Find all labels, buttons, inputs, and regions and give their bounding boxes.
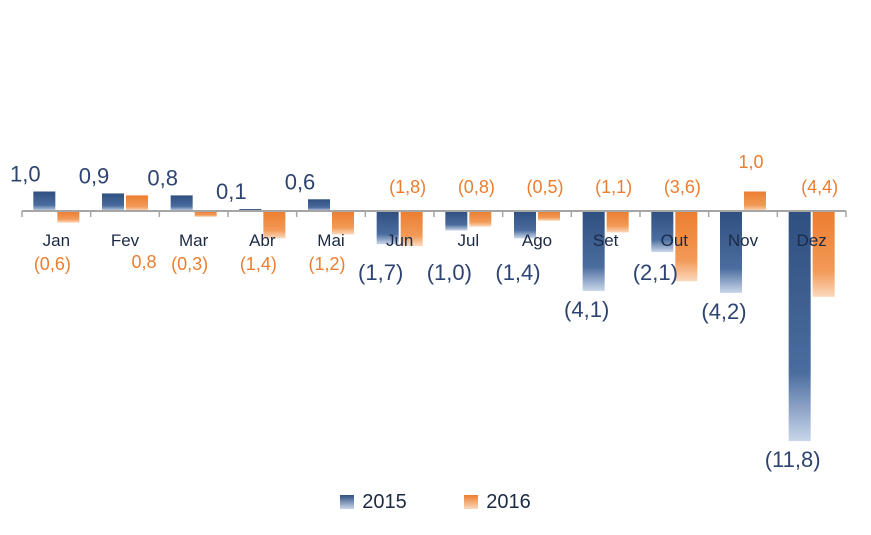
- legend-item-2016: 2016: [464, 491, 531, 514]
- bar-2015-mar: [170, 195, 193, 211]
- data-labels-group: 1,0 (0,6) 0,9 0,8 0,8 (0,3) 0,1 (1,4) 0,6 (1,2) (1…: [10, 152, 838, 472]
- x-axis-ticks: [21, 211, 847, 217]
- bars-group: [33, 191, 835, 442]
- bar-2015-ago: [514, 211, 536, 239]
- category-label-mar: Mar: [179, 231, 209, 250]
- bar-2015-jan: [33, 191, 56, 211]
- bar-2016-nov: [744, 191, 766, 211]
- category-label-fev: Fev: [111, 231, 140, 250]
- bar-2015-jun: [376, 211, 399, 245]
- data-label-2015-jan: 1,0: [10, 162, 41, 187]
- bar-2016-mai: [332, 211, 354, 235]
- bar-2015-jul: [445, 211, 468, 231]
- data-label-2016-jan: (0,6): [34, 254, 71, 274]
- data-label-2015-nov: (4,2): [701, 299, 746, 324]
- category-label-mai: Mai: [317, 231, 344, 250]
- category-label-dez: Dez: [797, 231, 827, 250]
- legend-label-2015: 2015: [362, 491, 407, 513]
- data-label-2016-out: (3,6): [664, 177, 701, 197]
- data-label-2015-mai: 0,6: [285, 169, 316, 194]
- bar-2016-abr: [263, 211, 286, 239]
- bar-2016-jan: [57, 211, 80, 223]
- data-label-2016-mai: (1,2): [308, 254, 345, 274]
- bar-2015-fev: [102, 193, 124, 211]
- bar-2016-out: [675, 211, 698, 282]
- data-label-2015-dez: (11,8): [765, 447, 821, 472]
- category-label-set: Set: [593, 231, 619, 250]
- category-label-jan: Jan: [43, 231, 70, 250]
- legend-swatch-2015: [340, 495, 355, 509]
- data-label-2015-ago: (1,4): [495, 260, 540, 285]
- data-label-2016-fev: 0,8: [131, 252, 156, 272]
- bar-2016-dez: [812, 211, 835, 297]
- bar-2015-out: [651, 211, 674, 252]
- data-label-2016-nov: 1,0: [738, 152, 763, 172]
- data-label-2015-set: (4,1): [564, 297, 609, 322]
- data-label-2016-dez: (4,4): [801, 177, 838, 197]
- data-label-2016-abr: (1,4): [240, 254, 277, 274]
- data-label-2016-jun: (1,8): [389, 177, 426, 197]
- data-label-2015-jun: (1,7): [358, 260, 403, 285]
- bar-2015-set: [582, 211, 605, 291]
- bar-2015-dez: [788, 211, 811, 442]
- data-label-2016-mar: (0,3): [171, 254, 208, 274]
- data-label-2016-ago: (0,5): [526, 177, 563, 197]
- bar-2016-jun: [400, 211, 423, 247]
- category-label-jun: Jun: [386, 231, 413, 250]
- legend-swatch-2016: [464, 495, 479, 509]
- legend-label-2016: 2016: [486, 491, 531, 513]
- category-label-jul: Jul: [457, 231, 479, 250]
- bar-2015-mai: [308, 199, 330, 211]
- legend: 2015 2016: [0, 491, 871, 514]
- data-label-2015-fev: 0,9: [79, 163, 110, 188]
- legend-item-2015: 2015: [340, 491, 407, 514]
- data-label-2016-set: (1,1): [595, 177, 632, 197]
- bar-2016-fev: [126, 195, 148, 211]
- category-label-ago: Ago: [522, 231, 552, 250]
- bar-2016-set: [606, 211, 629, 233]
- bar-2015-nov: [720, 211, 742, 293]
- data-label-2015-mar: 0,8: [147, 165, 178, 190]
- bar-2016-jul: [469, 211, 492, 227]
- data-label-2015-jul: (1,0): [427, 260, 472, 285]
- data-label-2016-jul: (0,8): [458, 177, 495, 197]
- data-label-2015-abr: 0,1: [216, 179, 247, 204]
- bar-2016-ago: [538, 211, 560, 221]
- category-label-out: Out: [661, 231, 689, 250]
- bar-2016-mar: [194, 211, 217, 217]
- data-label-2015-out: (2,1): [633, 260, 678, 285]
- category-label-abr: Abr: [249, 231, 276, 250]
- category-label-nov: Nov: [728, 231, 759, 250]
- category-labels-group: Jan Fev Mar Abr Mai Jun Jul Ago Set Out Nov Dez: [43, 231, 827, 250]
